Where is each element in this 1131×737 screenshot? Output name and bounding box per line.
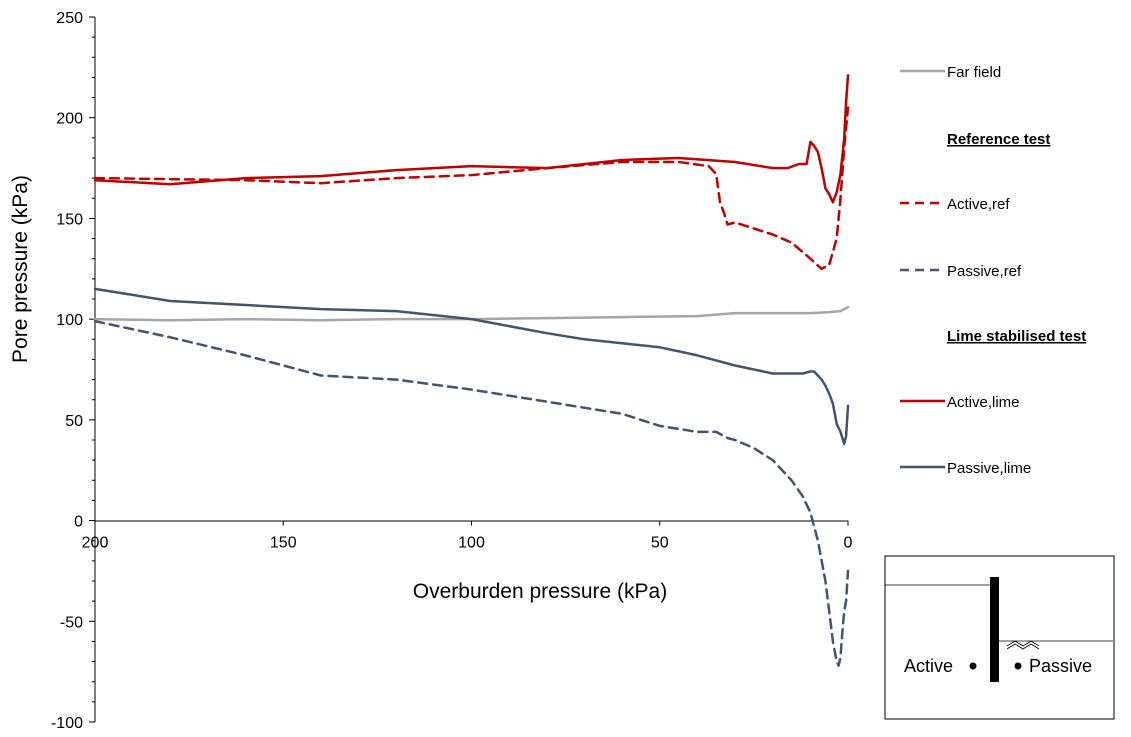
series-line-far-field <box>93 305 850 322</box>
series-line-active-lime <box>93 74 850 204</box>
y-tick-label: 0 <box>74 514 83 531</box>
x-tick-label: 100 <box>458 535 485 552</box>
legend-label-passive-ref: Passive,ref <box>947 263 1022 280</box>
series-layer <box>93 74 850 667</box>
y-ticks: 250 200 150 100 50 0 -50 -100 <box>51 10 95 732</box>
inset-active-label: Active <box>904 656 953 676</box>
y-tick-label: -100 <box>51 715 83 732</box>
x-tick-label: 50 <box>651 535 669 552</box>
y-tick-label: 250 <box>56 10 83 27</box>
x-ticks: 200 150 100 50 0 <box>82 520 853 552</box>
inset-passive-label: Passive <box>1029 656 1092 676</box>
inset-frame <box>884 555 1115 720</box>
y-axis-title: Pore pressure (kPa) <box>9 175 32 363</box>
legend-heading-lime-stabilised-test: Lime stabilised test <box>947 328 1086 345</box>
series-line-passive-lime <box>93 287 850 446</box>
axes <box>94 17 848 722</box>
y-tick-label: 50 <box>65 413 83 430</box>
legend-heading-reference-test: Reference test <box>947 131 1050 148</box>
y-tick-label: 150 <box>56 211 83 228</box>
wall-schematic-inset: Active Passive <box>884 555 1115 720</box>
retaining-wall <box>990 577 999 682</box>
y-tick-label: 200 <box>56 111 83 128</box>
y-tick-label: 100 <box>56 312 83 329</box>
x-tick-label: 0 <box>844 535 853 552</box>
legend-label-far-field: Far field <box>947 64 1001 81</box>
x-tick-label: 150 <box>270 535 297 552</box>
ground-hatch-icon <box>1006 640 1040 650</box>
series-line-passive-ref <box>93 319 850 667</box>
x-tick-label: 200 <box>82 535 109 552</box>
legend: Far field Reference test Active,ref Pass… <box>900 64 1086 477</box>
legend-label-active-ref: Active,ref <box>947 196 1010 213</box>
x-axis-title: Overburden pressure (kPa) <box>413 580 667 603</box>
legend-label-active-lime: Active,lime <box>947 394 1020 411</box>
legend-label-passive-lime: Passive,lime <box>947 460 1031 477</box>
active-sensor-dot <box>969 662 977 670</box>
y-tick-label: -50 <box>60 614 83 631</box>
passive-sensor-dot <box>1014 662 1022 670</box>
series-line-active-ref <box>93 106 850 271</box>
